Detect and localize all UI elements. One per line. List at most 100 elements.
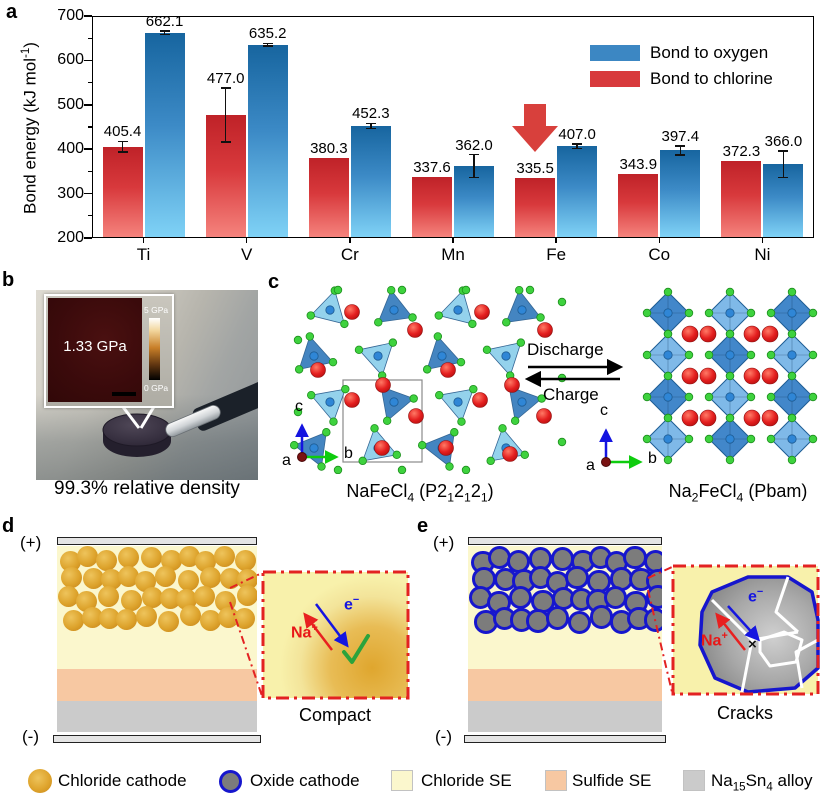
legend-chloride-cathode-swatch bbox=[28, 769, 52, 793]
panel-d-top-electrode bbox=[57, 537, 257, 545]
chloride-cathode-particle bbox=[176, 589, 198, 611]
chart-bar bbox=[247, 44, 288, 237]
error-bar-cap bbox=[778, 176, 789, 179]
chloride-cathode-particle bbox=[98, 585, 120, 607]
y-axis-tick bbox=[84, 237, 92, 239]
chloride-cathode-particle bbox=[179, 605, 201, 627]
bar-value-label: 662.1 bbox=[145, 13, 184, 31]
panel-e-minus-terminal: (-) bbox=[435, 727, 452, 746]
chloride-cathode-particle bbox=[63, 610, 84, 632]
axis-c-label-right: c bbox=[600, 402, 608, 419]
error-bar-cap bbox=[365, 127, 376, 130]
chloride-cathode-particle bbox=[178, 546, 200, 567]
error-bar bbox=[679, 145, 682, 155]
chloride-cathode-particle bbox=[61, 567, 83, 589]
panel-e-letter: e bbox=[417, 515, 429, 537]
bar-value-label: 407.0 bbox=[558, 125, 596, 143]
charge-label: Charge bbox=[543, 385, 599, 404]
panel-d-chloride-cathode-particles bbox=[57, 546, 257, 634]
error-bar bbox=[121, 141, 124, 153]
category-label-Fe: Fe bbox=[546, 245, 567, 264]
y-axis-tick bbox=[84, 192, 92, 195]
y-axis-minor-tick bbox=[88, 82, 92, 84]
bar-value-label: 337.6 bbox=[413, 158, 451, 176]
error-bar-cap bbox=[572, 147, 583, 150]
pellet-photo: 1.33 GPa 5 GPa 0 GPa bbox=[36, 290, 258, 480]
panel-d-alloy-layer bbox=[57, 701, 257, 732]
modulus-map-image: 1.33 GPa bbox=[48, 298, 142, 402]
chloride-cathode-particle bbox=[159, 587, 181, 609]
chloride-cathode-particle bbox=[76, 546, 98, 567]
chloride-cathode-particle bbox=[199, 567, 221, 589]
chloride-cathode-particle bbox=[213, 546, 235, 567]
y-axis-minor-tick bbox=[88, 37, 92, 39]
chloride-cathode-particle bbox=[217, 606, 239, 628]
chloride-cathode-particle bbox=[161, 549, 183, 571]
chloride-cathode-particle bbox=[141, 586, 163, 608]
error-bar-cap bbox=[220, 141, 231, 143]
cracks-caption: Cracks bbox=[716, 703, 773, 723]
legend-alloy-swatch bbox=[683, 770, 705, 791]
error-bar-cap bbox=[262, 42, 273, 45]
legend-chloride-se-label: Chloride SE bbox=[421, 771, 512, 790]
error-bar-cap bbox=[220, 87, 231, 89]
chloride-cathode-particle bbox=[194, 585, 216, 607]
x-axis-tick bbox=[761, 238, 764, 243]
y-axis-tick-label: 700 bbox=[57, 7, 84, 24]
y-axis-minor-tick bbox=[88, 170, 92, 172]
panel-e-sulfide-se-layer bbox=[468, 669, 662, 701]
axis-a-label-left: a bbox=[282, 452, 291, 469]
chloride-cathode-particle bbox=[57, 585, 79, 607]
panel-e-bottom-electrode bbox=[464, 735, 666, 743]
chloride-cathode-particle bbox=[82, 567, 104, 589]
panel-a-letter: a bbox=[6, 1, 18, 23]
y-axis-tick-label: 200 bbox=[57, 229, 84, 246]
chloride-cathode-particle bbox=[200, 610, 222, 632]
error-bar-cap bbox=[675, 145, 686, 147]
error-bar-cap bbox=[159, 30, 170, 32]
crystal-structures bbox=[289, 285, 818, 474]
bar-value-label: 362.0 bbox=[455, 136, 493, 154]
chloride-cathode-particle bbox=[118, 547, 140, 569]
chloride-cathode-particle bbox=[76, 590, 98, 612]
category-label-V: V bbox=[241, 245, 253, 264]
chart-bar bbox=[618, 174, 659, 237]
error-bar bbox=[782, 150, 785, 178]
chart-bar bbox=[721, 161, 762, 237]
legend-label-oxygen: Bond to oxygen bbox=[650, 43, 769, 62]
chart-bar bbox=[557, 146, 598, 237]
chloride-cathode-particle bbox=[135, 606, 157, 627]
panel-c-letter: c bbox=[268, 271, 280, 293]
error-bar-cap bbox=[469, 176, 479, 179]
chart-bar bbox=[350, 125, 391, 237]
legend-oxide-cathode-label: Oxide cathode bbox=[250, 771, 360, 790]
chloride-cathode-particle bbox=[195, 550, 217, 572]
legend-swatch-oxygen bbox=[590, 45, 640, 61]
panel-e-na-ion-label: Na+ bbox=[701, 630, 728, 650]
bar-value-label: 335.5 bbox=[516, 159, 554, 177]
bar-value-label: 452.3 bbox=[352, 105, 390, 123]
chloride-cathode-particle bbox=[99, 608, 121, 630]
error-bar bbox=[224, 87, 227, 143]
chart-bar bbox=[144, 32, 185, 237]
chart-bar bbox=[412, 176, 452, 237]
panel-d-na-ion-label: Na+ bbox=[291, 622, 318, 642]
axis-c-label-left: c bbox=[295, 398, 303, 415]
y-axis-tick bbox=[84, 15, 92, 17]
x-axis-tick bbox=[245, 238, 248, 243]
chloride-cathode-particle bbox=[155, 565, 177, 587]
y-axis-tick bbox=[84, 104, 92, 106]
legend-swatch-chlorine bbox=[590, 71, 640, 87]
bar-value-label: 343.9 bbox=[619, 156, 658, 174]
axis-a-label-right: a bbox=[586, 457, 595, 474]
axis-b-label-right: b bbox=[648, 450, 657, 467]
category-label-Mn: Mn bbox=[441, 245, 465, 264]
y-axis-tick-label: 300 bbox=[57, 184, 84, 202]
y-axis-minor-tick bbox=[88, 215, 92, 217]
panel-d-minus-terminal: (-) bbox=[22, 727, 39, 746]
legend-oxide-cathode-swatch bbox=[219, 770, 242, 793]
red-down-arrow-annotation bbox=[512, 104, 558, 152]
chloride-cathode-particle bbox=[135, 570, 157, 592]
panel-e-plus-terminal: (+) bbox=[433, 533, 455, 552]
